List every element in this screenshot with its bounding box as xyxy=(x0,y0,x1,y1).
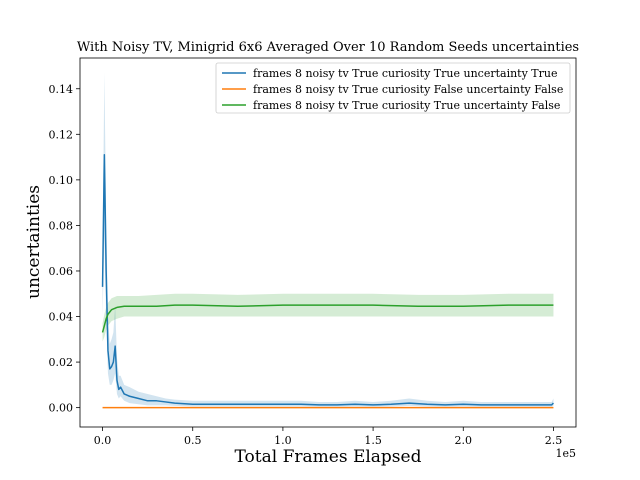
plot-frame xyxy=(79,57,577,428)
y-tick-label: 0.14 xyxy=(49,83,74,96)
x-axis-label: Total Frames Elapsed xyxy=(235,447,422,467)
y-tick-label: 0.06 xyxy=(49,265,74,278)
legend: frames 8 noisy tv True curiosity True un… xyxy=(215,62,571,114)
legend-label-2: frames 8 noisy tv True curiosity True un… xyxy=(253,99,560,112)
x-tick-label: 2.5 xyxy=(545,434,563,447)
legend-label-1: frames 8 noisy tv True curiosity False u… xyxy=(253,83,563,96)
series-band-2 xyxy=(102,293,554,342)
series-line-0 xyxy=(101,154,554,406)
y-tick-label: 0.12 xyxy=(49,128,74,141)
y-tick-label: 0.10 xyxy=(49,174,74,187)
chart-title: With Noisy TV, Minigrid 6x6 Averaged Ove… xyxy=(77,40,579,55)
y-tick-label: 0.08 xyxy=(49,219,74,232)
x-tick-label: 1.0 xyxy=(274,434,292,447)
y-tick-label: 0.00 xyxy=(49,402,74,415)
y-tick-label: 0.02 xyxy=(49,356,74,369)
legend-label-0: frames 8 noisy tv True curiosity True un… xyxy=(253,67,558,80)
confidence-bands xyxy=(102,72,554,407)
series-lines xyxy=(101,154,554,409)
series-line-2 xyxy=(101,304,554,333)
x-tick-label: 1.5 xyxy=(364,434,382,447)
legend-box xyxy=(215,62,571,114)
y-axis: 0.00 0.02 0.04 0.06 0.08 0.10 0.12 0.14 xyxy=(49,83,80,415)
series-band-0 xyxy=(102,72,554,407)
y-tick-label: 0.04 xyxy=(49,311,74,324)
x-axis-offset-label: 1e5 xyxy=(555,447,576,460)
y-axis-label: uncertainties xyxy=(24,185,44,299)
x-tick-label: 0.5 xyxy=(184,434,202,447)
x-tick-label: 0.0 xyxy=(94,434,112,447)
x-axis: 0.0 0.5 1.0 1.5 2.0 2.5 xyxy=(94,427,562,447)
x-tick-label: 2.0 xyxy=(455,434,473,447)
